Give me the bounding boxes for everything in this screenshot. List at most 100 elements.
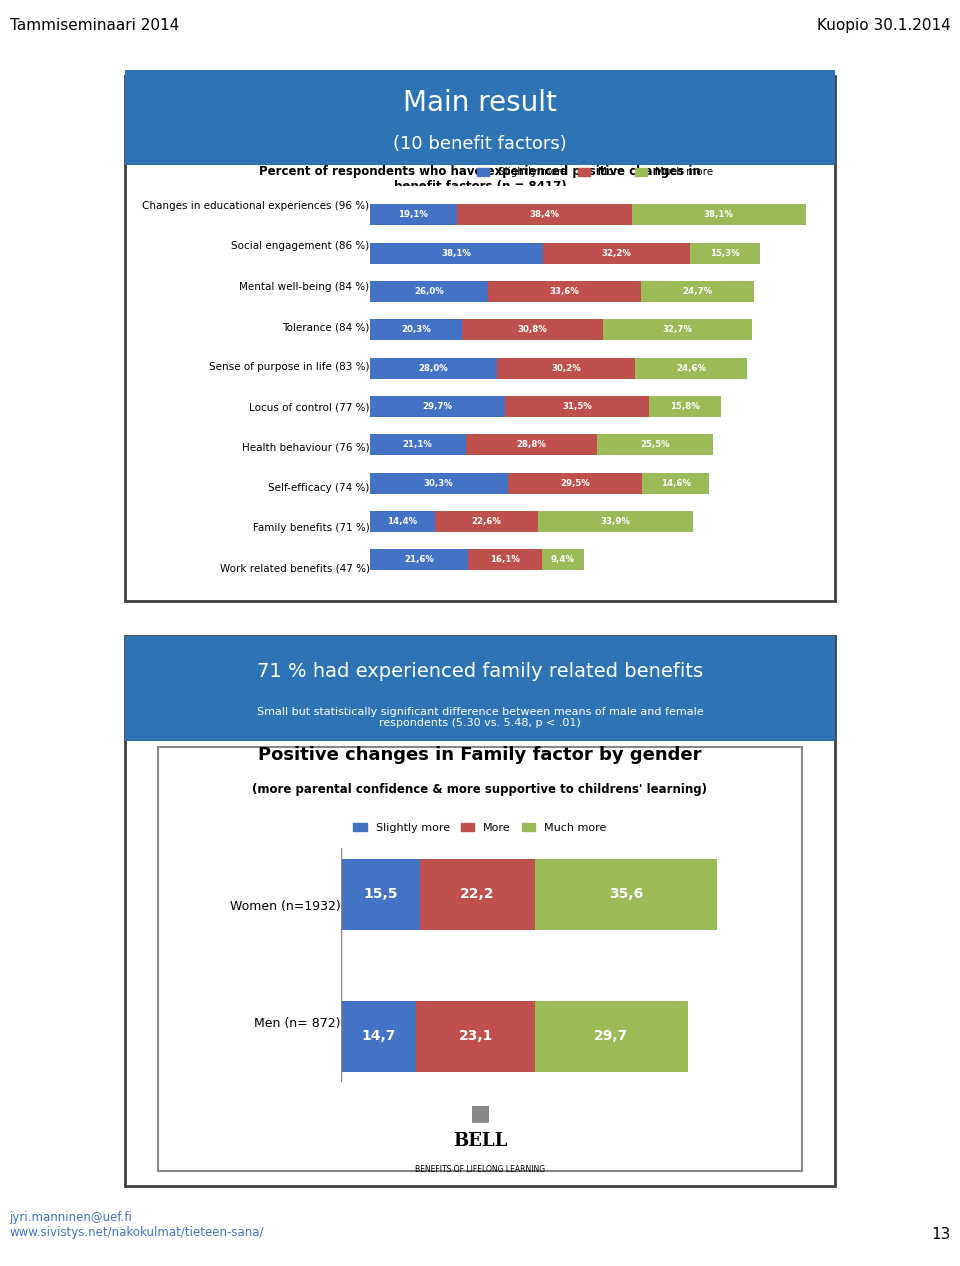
Text: 29,7%: 29,7%	[422, 403, 452, 411]
Bar	[508, 472, 642, 494]
Bar	[341, 1001, 417, 1072]
Bar	[642, 472, 708, 494]
Bar	[539, 511, 693, 532]
Bar	[457, 204, 632, 225]
Text: (more parental confidence & more supportive to childrens' learning): (more parental confidence & more support…	[252, 784, 708, 796]
Text: 33,9%: 33,9%	[601, 517, 631, 527]
Bar	[370, 549, 468, 571]
Text: BENEFITS OF LIFELONG LEARNING: BENEFITS OF LIFELONG LEARNING	[415, 1165, 545, 1175]
Text: 28,8%: 28,8%	[516, 441, 546, 449]
Text: ■: ■	[469, 1103, 491, 1123]
Bar	[505, 396, 649, 417]
Text: 24,7%: 24,7%	[683, 287, 712, 296]
Text: Social engagement (86 %): Social engagement (86 %)	[231, 242, 370, 252]
Text: 29,7: 29,7	[594, 1029, 629, 1043]
Text: Changes in educational experiences (96 %): Changes in educational experiences (96 %…	[142, 201, 370, 211]
Text: 23,1: 23,1	[459, 1029, 492, 1043]
Bar	[649, 396, 721, 417]
Text: Health behaviour (76 %): Health behaviour (76 %)	[242, 443, 370, 453]
Text: 14,7: 14,7	[361, 1029, 396, 1043]
Text: BELL: BELL	[453, 1132, 507, 1151]
Text: 32,2%: 32,2%	[602, 248, 632, 258]
Bar	[435, 511, 539, 532]
Text: 25,5%: 25,5%	[640, 441, 670, 449]
Text: 9,4%: 9,4%	[551, 556, 575, 565]
Text: 38,4%: 38,4%	[529, 210, 560, 219]
Text: Family benefits (71 %): Family benefits (71 %)	[252, 523, 370, 533]
Bar	[370, 434, 466, 456]
Bar	[370, 281, 489, 303]
Bar	[497, 358, 635, 379]
Text: 24,6%: 24,6%	[676, 363, 707, 372]
Text: 32,7%: 32,7%	[662, 325, 692, 334]
Text: 28,0%: 28,0%	[419, 363, 448, 372]
Text: Tammiseminaari 2014: Tammiseminaari 2014	[10, 18, 179, 33]
Bar	[370, 319, 462, 341]
Text: 20,3%: 20,3%	[401, 325, 431, 334]
Legend: Slightly more, More, Much more: Slightly more, More, Much more	[349, 818, 611, 838]
Bar	[468, 549, 541, 571]
Text: 21,6%: 21,6%	[404, 556, 434, 565]
Bar	[370, 243, 543, 263]
Text: 16,1%: 16,1%	[490, 556, 519, 565]
Bar	[370, 204, 457, 225]
Text: 26,0%: 26,0%	[414, 287, 444, 296]
Bar	[543, 243, 690, 263]
FancyBboxPatch shape	[125, 636, 835, 1186]
Text: 30,3%: 30,3%	[423, 479, 453, 487]
Legend: Slightly more, More, Much more: Slightly more, More, Much more	[472, 163, 718, 181]
Bar	[417, 1001, 535, 1072]
Text: jyri.manninen@uef.fi
www.sivistys.net/nakokulmat/tieteen-sana/: jyri.manninen@uef.fi www.sivistys.net/na…	[10, 1210, 264, 1239]
Bar	[541, 549, 585, 571]
Text: 15,8%: 15,8%	[670, 403, 700, 411]
Text: Positive changes in Family factor by gender: Positive changes in Family factor by gen…	[258, 746, 702, 765]
Text: 14,4%: 14,4%	[388, 517, 418, 527]
FancyBboxPatch shape	[125, 76, 835, 601]
Bar	[341, 858, 420, 929]
Text: 29,5%: 29,5%	[560, 479, 589, 487]
Text: 13: 13	[931, 1227, 950, 1242]
Text: Work related benefits (47 %): Work related benefits (47 %)	[220, 563, 370, 573]
Text: (10 benefit factors): (10 benefit factors)	[394, 134, 566, 153]
Bar	[420, 858, 535, 929]
Bar	[597, 434, 713, 456]
Text: 38,1%: 38,1%	[704, 210, 733, 219]
Text: Tolerance (84 %): Tolerance (84 %)	[282, 322, 370, 332]
FancyBboxPatch shape	[125, 636, 835, 741]
Text: Main result: Main result	[403, 89, 557, 116]
Bar	[370, 358, 497, 379]
Bar	[370, 511, 435, 532]
Text: 33,6%: 33,6%	[550, 287, 580, 296]
Bar	[641, 281, 754, 303]
Text: Self-efficacy (74 %): Self-efficacy (74 %)	[268, 484, 370, 492]
Bar	[690, 243, 760, 263]
Text: 22,2: 22,2	[460, 887, 494, 901]
Bar	[603, 319, 752, 341]
Text: 15,5: 15,5	[364, 887, 397, 901]
Bar	[489, 281, 641, 303]
Bar	[462, 319, 603, 341]
Text: 30,8%: 30,8%	[517, 325, 547, 334]
Text: 22,6%: 22,6%	[472, 517, 502, 527]
Text: Small but statistically significant difference between means of male and female
: Small but statistically significant diff…	[256, 706, 704, 728]
Bar	[535, 858, 717, 929]
Bar	[466, 434, 597, 456]
Text: Kuopio 30.1.2014: Kuopio 30.1.2014	[817, 18, 950, 33]
Text: 38,1%: 38,1%	[442, 248, 471, 258]
Text: Men (n= 872): Men (n= 872)	[254, 1018, 341, 1031]
Bar	[632, 204, 805, 225]
Text: Women (n=1932): Women (n=1932)	[230, 900, 341, 913]
Bar	[635, 358, 747, 379]
Bar	[535, 1001, 687, 1072]
Text: Mental well-being (84 %): Mental well-being (84 %)	[239, 282, 370, 291]
Text: 19,1%: 19,1%	[398, 210, 428, 219]
Text: 21,1%: 21,1%	[403, 441, 433, 449]
Text: 31,5%: 31,5%	[562, 403, 591, 411]
Text: Sense of purpose in life (83 %): Sense of purpose in life (83 %)	[209, 362, 370, 372]
Text: 35,6: 35,6	[609, 887, 643, 901]
Bar	[370, 396, 505, 417]
Text: 14,6%: 14,6%	[660, 479, 690, 487]
FancyBboxPatch shape	[125, 70, 835, 165]
Text: Percent of respondents who have experienced positive changes in
benefit factors : Percent of respondents who have experien…	[259, 165, 701, 192]
FancyBboxPatch shape	[158, 747, 802, 1171]
